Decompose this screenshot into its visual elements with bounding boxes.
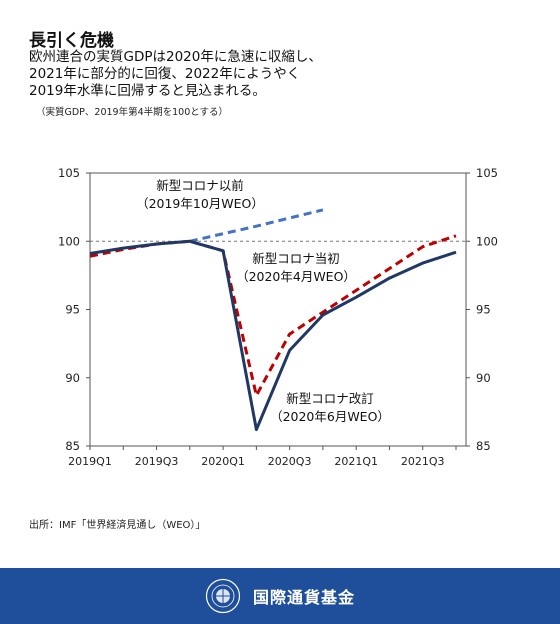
y-tick-label-right: 90 <box>476 371 491 385</box>
series-annotation-1: （2019年10月WEO） <box>136 196 264 211</box>
organization-name: 国際通貨基金 <box>252 588 355 607</box>
y-tick-label-left: 95 <box>65 303 80 317</box>
chart-title: 長引く危機 <box>29 31 114 51</box>
series-annotation-1: 新型コロナ以前 <box>156 178 244 193</box>
subtitle-line: 2019年水準に回帰すると見込まれる。 <box>29 83 266 99</box>
x-tick-label: 2019Q3 <box>135 455 179 468</box>
y-tick-label-right: 95 <box>476 303 491 317</box>
gdp-line-chart: 85 85 90 90 95 95 100 100 105 105 2019Q1 2019Q3 2020… <box>58 166 498 468</box>
series-annotation-3: （2020年6月WEO） <box>270 409 390 424</box>
subtitle-line: 欧州連合の実質GDPは2020年に急速に収縮し、 <box>29 49 322 65</box>
imf-seal-icon <box>205 578 241 614</box>
y-tick-label-left: 90 <box>65 371 80 385</box>
footer-bar: 国際通貨基金 <box>0 568 560 624</box>
y-tick-label-right: 100 <box>476 234 498 248</box>
x-tick-label: 2021Q1 <box>334 455 378 468</box>
x-tick-label: 2020Q1 <box>201 455 245 468</box>
y-tick-label-right: 85 <box>476 439 491 453</box>
source-note: 出所：IMF「世界経済見通し（WEO）」 <box>29 520 206 531</box>
y-tick-label-left: 85 <box>65 439 80 453</box>
chart-unit-note: （実質GDP、2019年第4半期を100とする） <box>36 107 228 118</box>
series-annotation-3: 新型コロナ改訂 <box>286 391 374 406</box>
y-tick-label-left: 105 <box>58 166 80 180</box>
subtitle-line: 2021年に部分的に回復、2022年にようやく <box>29 66 301 82</box>
series-annotation-2: （2020年4月WEO） <box>236 269 356 284</box>
x-tick-label: 2020Q3 <box>268 455 312 468</box>
chart-subtitle: 欧州連合の実質GDPは2020年に急速に収縮し、 2021年に部分的に回復、20… <box>29 49 549 100</box>
series-annotation-2: 新型コロナ当初 <box>252 251 340 266</box>
series-line-2 <box>89 234 457 397</box>
x-tick-label: 2019Q1 <box>68 455 112 468</box>
x-tick-label: 2021Q3 <box>401 455 445 468</box>
y-tick-label-left: 100 <box>58 234 80 248</box>
series-line-3 <box>89 239 457 432</box>
series-line-1 <box>189 208 324 243</box>
y-tick-label-right: 105 <box>476 166 498 180</box>
plot-frame <box>89 172 467 447</box>
